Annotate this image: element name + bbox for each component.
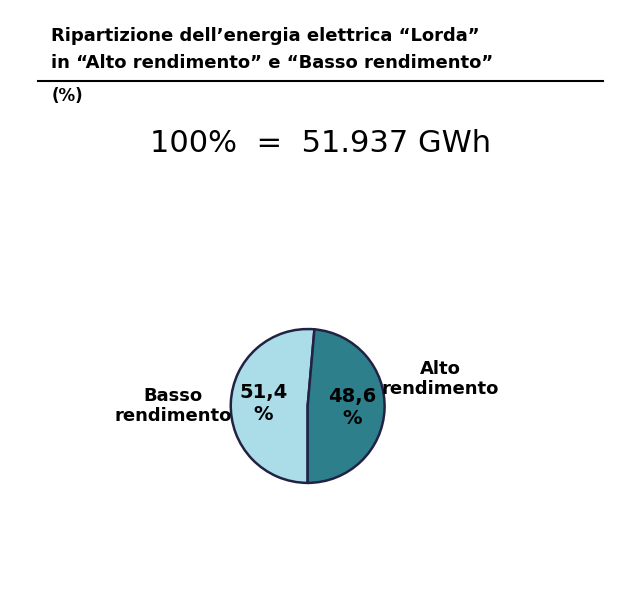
Text: 48,6
%: 48,6 % bbox=[328, 387, 376, 429]
Text: 51,4
%: 51,4 % bbox=[239, 383, 287, 424]
Text: (%): (%) bbox=[51, 87, 83, 104]
Text: Basso
rendimento: Basso rendimento bbox=[114, 387, 232, 425]
Text: in “Alto rendimento” e “Basso rendimento”: in “Alto rendimento” e “Basso rendimento… bbox=[51, 54, 494, 72]
Wedge shape bbox=[231, 329, 315, 483]
Text: Alto
rendimento: Alto rendimento bbox=[381, 359, 499, 398]
Text: 100%  =  51.937 GWh: 100% = 51.937 GWh bbox=[150, 129, 491, 158]
Text: Ripartizione dell’energia elettrica “Lorda”: Ripartizione dell’energia elettrica “Lor… bbox=[51, 27, 480, 45]
Wedge shape bbox=[308, 330, 385, 483]
